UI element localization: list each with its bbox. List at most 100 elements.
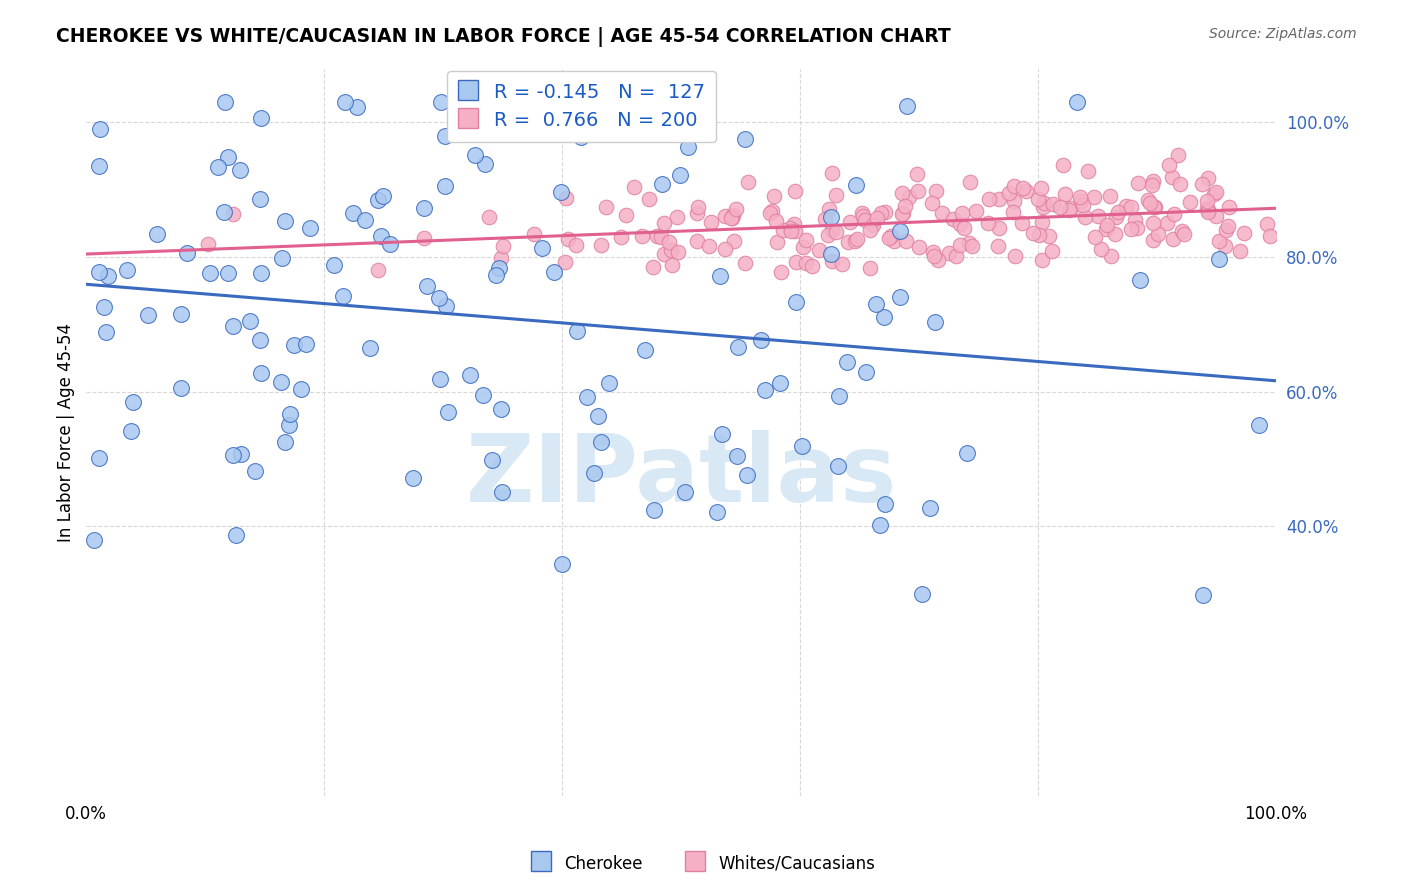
Point [852, 209, 875, 223]
Point [582, 467, 605, 481]
Point [761, 203, 783, 218]
Point [720, 211, 742, 226]
Point [1121, 200, 1143, 214]
Point [485, 268, 508, 282]
Point [927, 252, 949, 267]
Point [859, 223, 882, 237]
Point [668, 168, 690, 182]
Point [783, 217, 806, 231]
Point [1074, 210, 1097, 224]
Point [575, 390, 598, 404]
Point [491, 485, 513, 500]
Point [759, 206, 782, 220]
Point [427, 291, 450, 305]
Point [1216, 219, 1239, 233]
Point [957, 236, 980, 251]
Point [434, 179, 457, 194]
Point [828, 389, 851, 403]
Point [1115, 198, 1137, 212]
Point [198, 266, 221, 280]
Point [737, 175, 759, 189]
Point [1195, 201, 1218, 215]
Point [942, 212, 965, 227]
Point [322, 258, 344, 272]
Point [277, 418, 299, 433]
Point [492, 239, 515, 253]
Point [274, 214, 297, 228]
Text: Source: ZipAtlas.com: Source: ZipAtlas.com [1209, 27, 1357, 41]
Point [1099, 189, 1122, 203]
Point [873, 310, 896, 325]
Point [274, 434, 297, 449]
Point [1104, 227, 1126, 242]
Point [1095, 218, 1118, 232]
Point [723, 234, 745, 248]
Point [998, 186, 1021, 200]
Point [589, 237, 612, 252]
Point [931, 205, 953, 219]
Point [1107, 204, 1129, 219]
Point [1049, 200, 1071, 214]
Point [586, 409, 609, 423]
Point [987, 221, 1010, 235]
Point [779, 224, 801, 238]
Point [250, 112, 273, 126]
Point [229, 163, 252, 178]
Point [1173, 227, 1195, 241]
Point [634, 343, 657, 357]
Point [666, 244, 689, 259]
Point [896, 99, 918, 113]
Point [880, 228, 903, 243]
Point [474, 157, 496, 171]
Point [1077, 163, 1099, 178]
Point [229, 447, 252, 461]
Point [89, 121, 111, 136]
Point [429, 95, 451, 110]
Point [489, 251, 512, 265]
Point [89, 450, 111, 465]
Point [354, 213, 377, 227]
Point [591, 435, 613, 450]
Point [222, 448, 245, 462]
Point [754, 383, 776, 397]
Point [1083, 190, 1105, 204]
Point [416, 278, 439, 293]
Point [796, 233, 818, 247]
Point [844, 234, 866, 248]
Point [595, 200, 617, 214]
Point [920, 500, 942, 515]
Point [359, 341, 381, 355]
Point [1004, 249, 1026, 263]
Point [807, 243, 830, 257]
Point [412, 201, 434, 215]
Point [1126, 221, 1149, 235]
Point [1202, 186, 1225, 201]
Point [827, 458, 849, 473]
Legend: R = -0.145   N =  127, R =  0.766   N = 200: R = -0.145 N = 127, R = 0.766 N = 200 [447, 71, 716, 142]
Point [401, 470, 423, 484]
Point [222, 319, 245, 334]
Point [870, 205, 893, 219]
Text: CHEROKEE VS WHITE/CAUCASIAN IN LABOR FORCE | AGE 45-54 CORRELATION CHART: CHEROKEE VS WHITE/CAUCASIAN IN LABOR FOR… [56, 27, 950, 46]
Point [676, 140, 699, 154]
Point [721, 208, 744, 222]
Point [922, 249, 945, 263]
Point [725, 449, 748, 463]
Point [1213, 239, 1236, 253]
Point [727, 340, 749, 354]
Point [763, 189, 786, 203]
Point [949, 217, 972, 231]
Point [735, 468, 758, 483]
Point [94, 325, 117, 339]
Point [897, 190, 920, 204]
Point [278, 407, 301, 421]
Point [429, 372, 451, 386]
Point [249, 266, 271, 280]
Point [342, 206, 364, 220]
Point [1032, 200, 1054, 214]
Point [643, 503, 665, 517]
Point [650, 230, 672, 244]
Point [714, 243, 737, 257]
Point [1167, 148, 1189, 162]
Point [1161, 232, 1184, 246]
